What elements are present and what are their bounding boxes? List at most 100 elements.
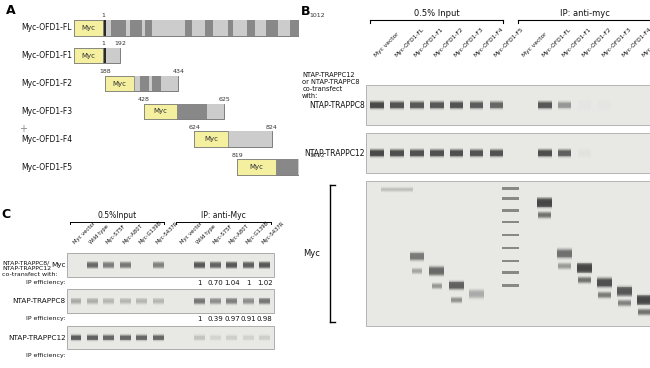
- Bar: [87, 336, 98, 340]
- Bar: [194, 299, 205, 303]
- Bar: [502, 234, 519, 236]
- Bar: [228, 20, 233, 36]
- Bar: [120, 263, 131, 267]
- Bar: [538, 213, 551, 217]
- Bar: [470, 104, 484, 109]
- Bar: [144, 104, 177, 119]
- Bar: [538, 153, 551, 158]
- Bar: [194, 265, 205, 269]
- Bar: [259, 338, 270, 342]
- Text: 1: 1: [197, 316, 202, 322]
- Bar: [597, 148, 611, 153]
- Bar: [578, 152, 592, 157]
- Bar: [255, 20, 266, 36]
- Bar: [502, 187, 519, 190]
- Bar: [638, 103, 650, 107]
- Text: Myc-OFD1-F4: Myc-OFD1-F4: [473, 26, 504, 58]
- Bar: [259, 302, 270, 306]
- Text: Myc-S437R: Myc-S437R: [261, 221, 285, 245]
- Bar: [502, 209, 519, 212]
- Bar: [577, 261, 592, 267]
- Bar: [411, 268, 422, 272]
- Text: Myc-S437R: Myc-S437R: [155, 221, 179, 245]
- Bar: [210, 262, 221, 266]
- Text: 0.98: 0.98: [257, 316, 273, 322]
- Bar: [411, 270, 422, 275]
- Bar: [430, 268, 444, 274]
- Bar: [470, 150, 484, 155]
- Bar: [243, 299, 254, 303]
- Bar: [557, 247, 572, 252]
- Bar: [370, 150, 384, 155]
- Bar: [192, 20, 205, 36]
- Bar: [618, 301, 630, 305]
- Bar: [142, 20, 145, 36]
- Text: Myc-OFD1-F2: Myc-OFD1-F2: [21, 79, 72, 88]
- Bar: [430, 267, 444, 273]
- Bar: [557, 251, 572, 257]
- Bar: [618, 153, 631, 159]
- Bar: [120, 261, 131, 265]
- Bar: [470, 148, 484, 152]
- Bar: [638, 311, 650, 315]
- Bar: [578, 151, 592, 156]
- Bar: [558, 153, 571, 159]
- Bar: [210, 338, 221, 342]
- Bar: [410, 101, 424, 106]
- Bar: [194, 334, 205, 338]
- Text: 1: 1: [246, 280, 251, 286]
- Text: Myc: Myc: [303, 249, 320, 258]
- Bar: [618, 299, 630, 303]
- Bar: [87, 333, 98, 337]
- Bar: [489, 100, 503, 105]
- Bar: [74, 48, 120, 64]
- Text: Myc: Myc: [204, 136, 218, 142]
- Bar: [410, 148, 424, 153]
- Bar: [120, 265, 131, 269]
- Bar: [638, 312, 650, 316]
- Bar: [153, 298, 164, 302]
- Bar: [597, 279, 612, 285]
- Bar: [598, 291, 611, 296]
- Bar: [259, 261, 270, 265]
- Bar: [432, 282, 442, 286]
- Bar: [452, 300, 462, 303]
- Bar: [618, 153, 631, 158]
- Bar: [469, 295, 484, 301]
- Bar: [597, 104, 611, 109]
- Bar: [430, 153, 443, 159]
- Bar: [410, 152, 424, 157]
- Bar: [618, 150, 631, 155]
- Bar: [243, 337, 254, 341]
- Bar: [120, 337, 131, 341]
- Text: Myc-OFD1-F5: Myc-OFD1-F5: [641, 26, 650, 58]
- Bar: [194, 263, 205, 267]
- Bar: [103, 20, 107, 36]
- Bar: [247, 20, 255, 36]
- Text: IP efficiency:: IP efficiency:: [27, 353, 66, 358]
- Bar: [578, 281, 591, 285]
- Text: 0.70: 0.70: [207, 280, 224, 286]
- Bar: [67, 326, 274, 349]
- Bar: [430, 152, 443, 157]
- Text: B: B: [301, 5, 311, 18]
- Bar: [226, 336, 237, 340]
- Bar: [538, 106, 551, 110]
- Bar: [120, 301, 131, 305]
- Bar: [597, 152, 611, 157]
- Bar: [450, 153, 463, 158]
- Bar: [450, 151, 463, 156]
- Bar: [390, 148, 404, 152]
- Bar: [430, 265, 444, 271]
- Bar: [300, 20, 317, 36]
- Bar: [103, 336, 114, 340]
- Bar: [105, 76, 134, 91]
- Bar: [153, 263, 164, 267]
- Bar: [259, 262, 270, 266]
- Bar: [410, 104, 424, 109]
- Bar: [136, 302, 148, 306]
- Bar: [470, 106, 484, 110]
- Bar: [226, 301, 237, 305]
- Bar: [430, 148, 443, 153]
- Bar: [136, 297, 148, 301]
